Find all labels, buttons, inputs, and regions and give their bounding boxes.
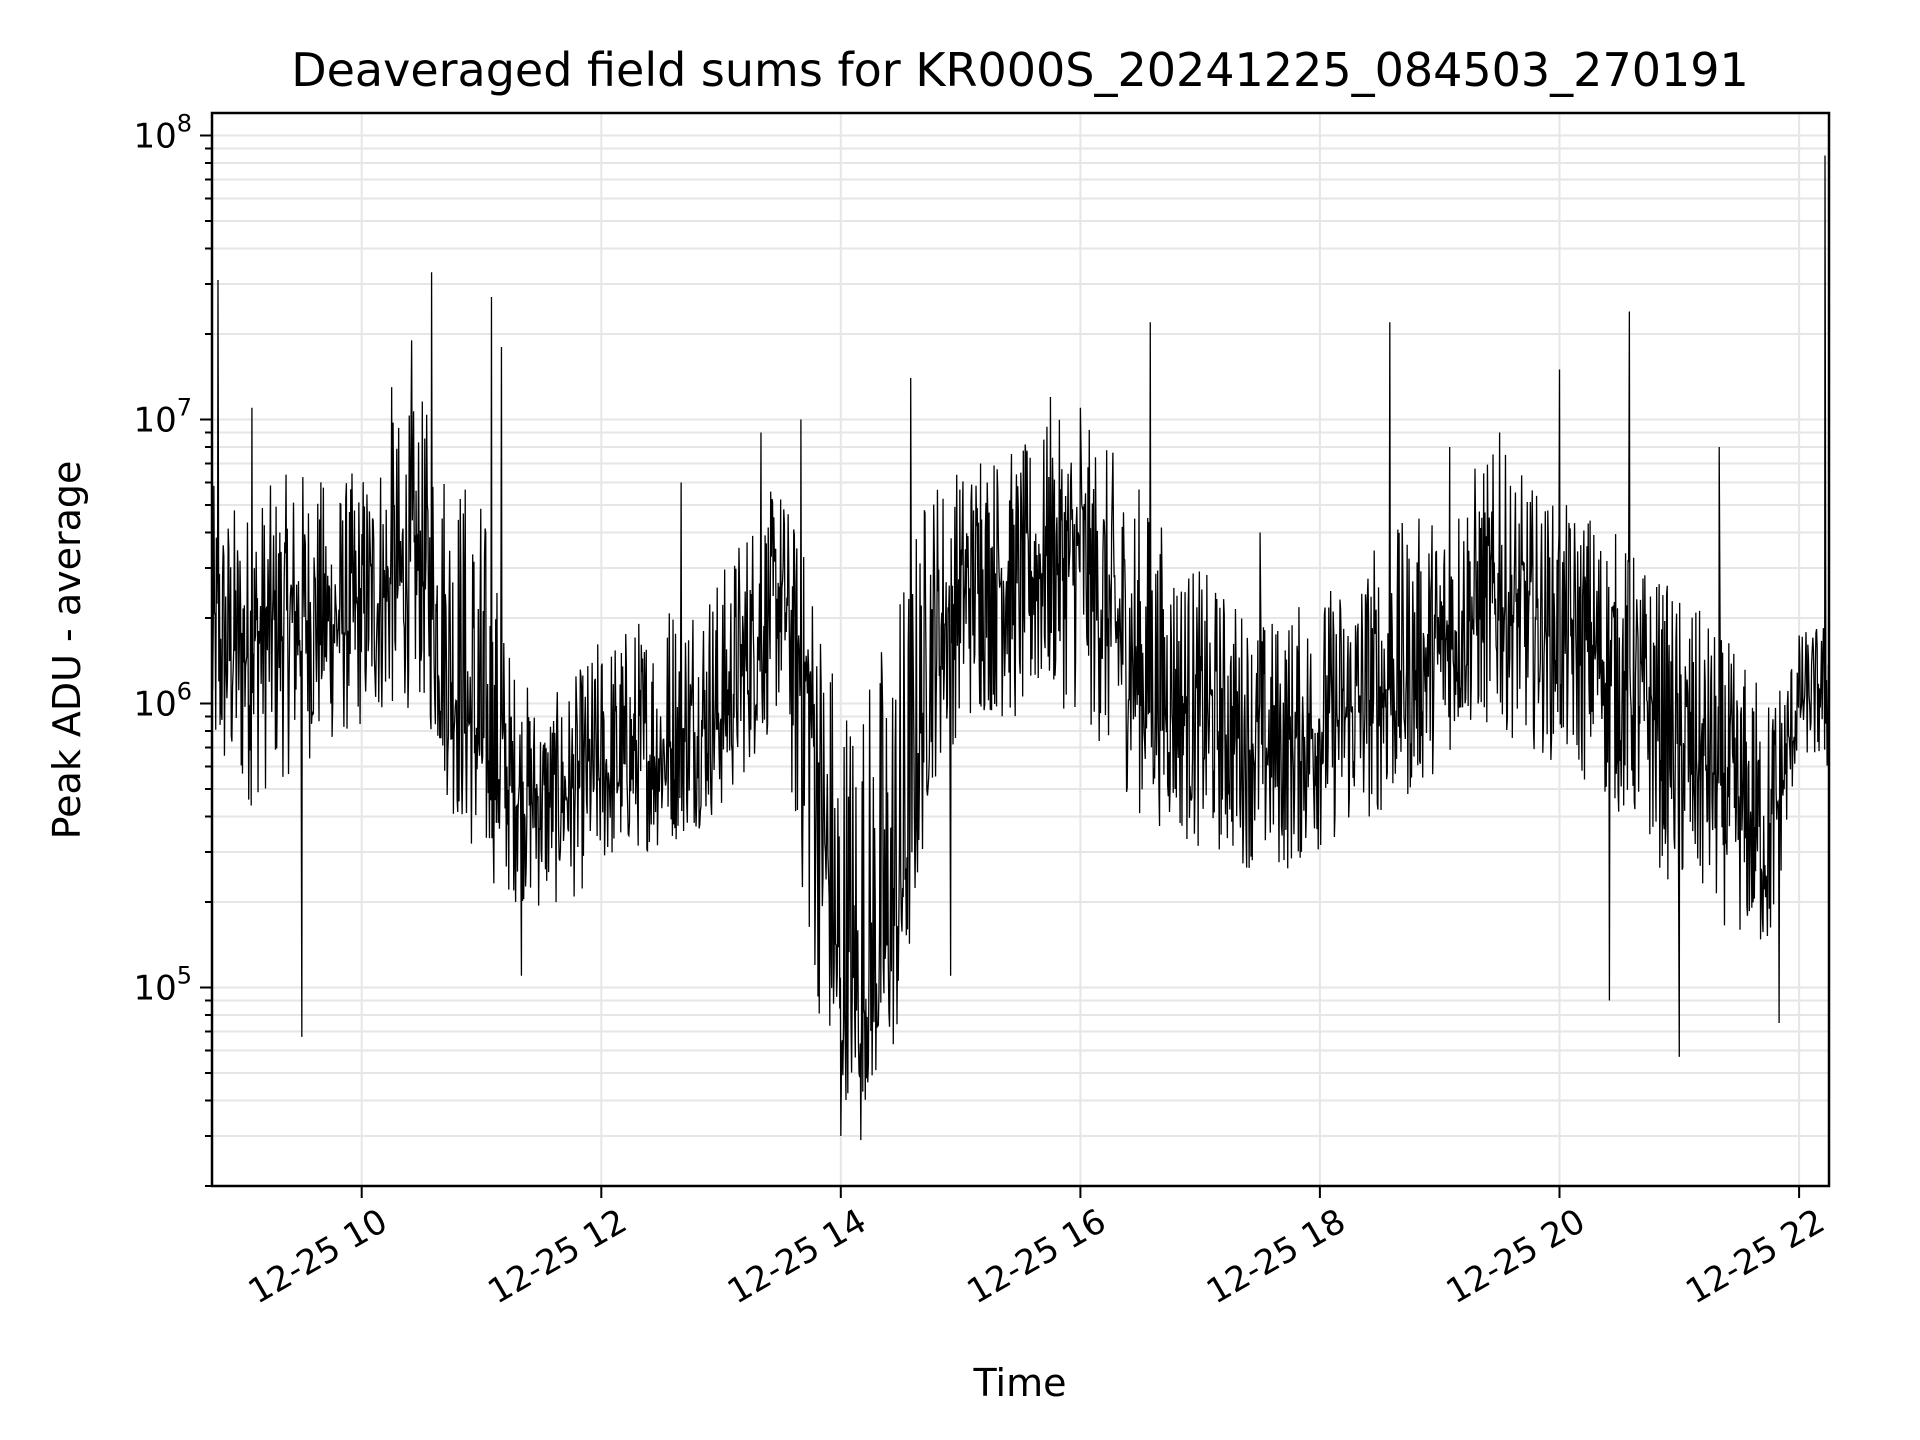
- y-axis-label: Peak ADU - average: [45, 461, 89, 840]
- series-line: [211, 155, 1830, 1141]
- y-tick-label: 107: [133, 394, 192, 441]
- plot-area: [211, 155, 1830, 1141]
- plot-frame: [210, 111, 1831, 1188]
- x-axis-label: Time: [973, 1361, 1067, 1405]
- y-tick-label: 105: [133, 962, 192, 1009]
- y-tick-label: 106: [133, 678, 192, 725]
- chart-title: Deaveraged field sums for KR000S_2024122…: [291, 43, 1749, 97]
- y-tick-label: 108: [133, 110, 192, 157]
